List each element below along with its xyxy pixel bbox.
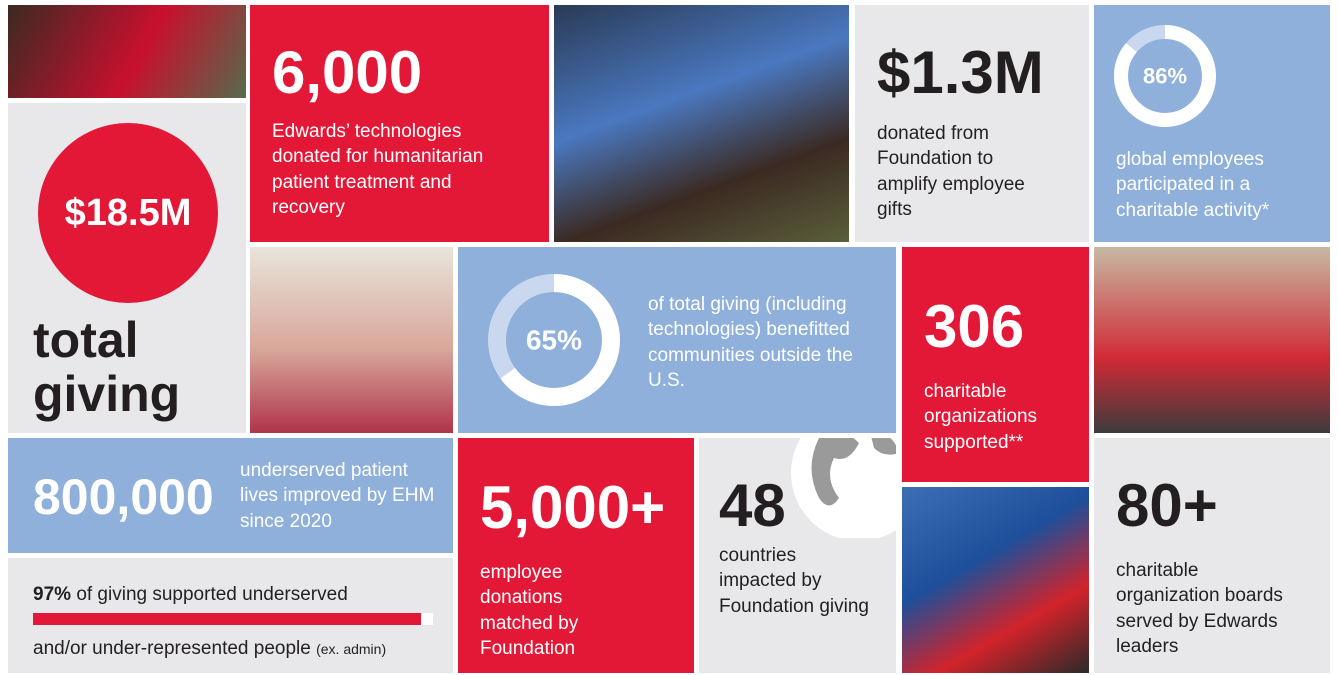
photo — [902, 487, 1089, 673]
stat-text: countries impacted by Foundation giving — [719, 545, 869, 617]
photo — [554, 5, 849, 242]
globe-land — [871, 438, 896, 455]
organizations-tile: 306 charitable organizations supported** — [902, 247, 1089, 482]
note: (ex. admin) — [316, 641, 387, 657]
donut-label: 86% — [1143, 64, 1187, 89]
stat-text: charitable organizations supported** — [924, 381, 1038, 453]
foundation-tile: $1.3M donated from Foundation to amplify… — [855, 5, 1089, 242]
photo — [250, 247, 453, 433]
stat-number: 80+ — [1116, 472, 1218, 539]
stat-text: 97% of giving supported underserved — [33, 582, 348, 607]
donut-label: 65% — [526, 325, 582, 356]
stat-text: donated from Foundation to amplify emplo… — [877, 123, 1025, 220]
donations-tile: 5,000+ employee donations matched by Fou… — [458, 438, 694, 673]
underserved-tile: 97% of giving supported underserved and/… — [8, 558, 453, 673]
stat-text: global employees participated in a chari… — [1116, 149, 1270, 221]
stat-text-line: and/or under-represented people — [33, 638, 311, 659]
stat-number: 306 — [924, 293, 1025, 360]
globe — [791, 438, 896, 538]
stat-percent: 97% — [33, 584, 72, 605]
stat-number: 800,000 — [33, 469, 214, 525]
stat-text-line: of giving supported underserved — [76, 584, 348, 605]
stat-text: charitable organization boards served by… — [1116, 560, 1283, 657]
stat-text: and/or under-represented people (ex. adm… — [33, 636, 386, 661]
stat-text: employee donations matched by Foundation — [480, 562, 579, 659]
total-giving-amount: $18.5M — [38, 123, 218, 303]
total-giving-tile: $18.5M total giving — [8, 103, 246, 433]
stat-number: $1.3M — [877, 39, 1044, 106]
donut-arc — [1114, 25, 1216, 127]
countries-tile: 48 countries impacted by Foundation givi… — [699, 438, 896, 673]
photo — [8, 5, 246, 98]
bar-fill — [33, 613, 421, 625]
stat-number: 48 — [719, 472, 786, 539]
boards-tile: 80+ charitable organization boards serve… — [1094, 438, 1330, 673]
photo — [1094, 247, 1330, 433]
stat-text: Edwards’ technologies donated for humani… — [272, 121, 484, 218]
donut: 86% — [1114, 25, 1216, 127]
technologies-tile: 6,000 Edwards’ technologies donated for … — [250, 5, 549, 242]
patient-lives-tile: 800,000 underserved patient lives improv… — [8, 438, 453, 553]
stat-text: of total giving (including technologies)… — [648, 294, 853, 391]
outside-us-tile: 65% of total giving (including technolog… — [458, 247, 896, 433]
stat-number: 6,000 — [272, 39, 423, 106]
donut-arc — [488, 274, 620, 406]
total-giving-label: total giving — [33, 312, 181, 422]
stat-number: 5,000+ — [480, 474, 666, 541]
globe-land — [811, 438, 859, 506]
participation-tile: 86% global employees participated in a c… — [1094, 5, 1330, 242]
stat-text: underserved patient lives improved by EH… — [240, 460, 435, 532]
donut: 65% — [488, 274, 620, 406]
progress-bar — [33, 613, 433, 625]
